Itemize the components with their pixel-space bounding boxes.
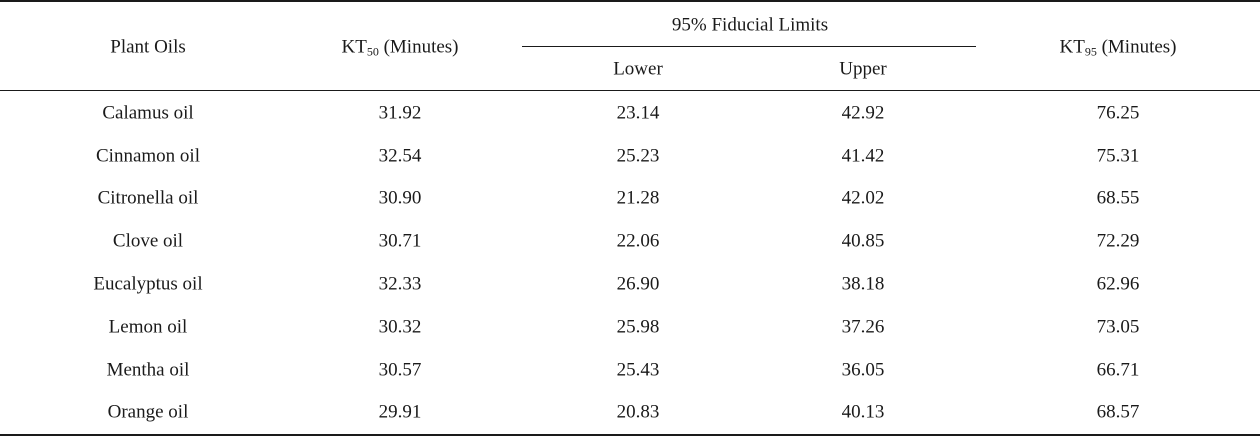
cell-upper: 40.85	[841, 230, 885, 252]
cell-kt50: 32.33	[378, 273, 422, 295]
cell-kt95: 68.57	[1096, 401, 1140, 423]
cell-lower: 25.98	[616, 316, 660, 338]
cell-kt50: 30.71	[378, 230, 422, 252]
cell-lower: 23.14	[616, 102, 660, 124]
table-top-rule	[0, 0, 1260, 2]
cell-kt95: 62.96	[1096, 273, 1140, 295]
cell-lower: 26.90	[616, 273, 660, 295]
header-kt95-prefix: KT	[1059, 36, 1085, 58]
cell-lower: 20.83	[616, 401, 660, 423]
cell-kt95: 72.29	[1096, 230, 1140, 252]
header-kt95-suffix: (Minutes)	[1096, 36, 1177, 58]
cell-oil: Mentha oil	[106, 359, 190, 381]
cell-oil: Cinnamon oil	[96, 145, 200, 167]
cell-upper: 37.26	[841, 316, 885, 338]
cell-oil: Citronella oil	[97, 187, 199, 209]
fiducial-group-rule	[522, 46, 976, 47]
cell-kt95: 66.71	[1096, 359, 1140, 381]
cell-lower: 21.28	[616, 187, 660, 209]
cell-kt95: 73.05	[1096, 316, 1140, 338]
cell-oil: Calamus oil	[102, 102, 194, 124]
cell-kt50: 30.90	[378, 187, 422, 209]
header-kt50-suffix: (Minutes)	[378, 36, 459, 58]
table-header-rule	[0, 90, 1260, 91]
cell-kt50: 31.92	[378, 102, 422, 124]
cell-upper: 40.13	[841, 401, 885, 423]
cell-lower: 22.06	[616, 230, 660, 252]
cell-kt95: 76.25	[1096, 102, 1140, 124]
header-upper: Upper	[839, 58, 887, 80]
cell-oil: Clove oil	[112, 230, 184, 252]
header-plant-oils: Plant Oils	[110, 36, 186, 58]
cell-kt95: 68.55	[1096, 187, 1140, 209]
cell-upper: 42.02	[841, 187, 885, 209]
header-lower: Lower	[613, 58, 663, 80]
table-bottom-rule	[0, 434, 1260, 436]
cell-lower: 25.43	[616, 359, 660, 381]
cell-kt50: 30.32	[378, 316, 422, 338]
header-kt95: KT95 (Minutes)	[1059, 36, 1177, 59]
cell-oil: Lemon oil	[108, 316, 188, 338]
cell-kt95: 75.31	[1096, 145, 1140, 167]
cell-upper: 38.18	[841, 273, 885, 295]
header-kt50-sub: 50	[366, 44, 379, 59]
cell-kt50: 30.57	[378, 359, 422, 381]
header-kt50-prefix: KT	[341, 36, 367, 58]
cell-upper: 42.92	[841, 102, 885, 124]
cell-kt50: 32.54	[378, 145, 422, 167]
cell-upper: 36.05	[841, 359, 885, 381]
cell-upper: 41.42	[841, 145, 885, 167]
cell-oil: Eucalyptus oil	[93, 273, 203, 295]
header-kt95-sub: 95	[1084, 44, 1097, 59]
cell-oil: Orange oil	[107, 401, 189, 423]
header-kt50: KT50 (Minutes)	[341, 36, 459, 59]
cell-lower: 25.23	[616, 145, 660, 167]
cell-kt50: 29.91	[378, 401, 422, 423]
header-fiducial-limits: 95% Fiducial Limits	[671, 14, 829, 36]
